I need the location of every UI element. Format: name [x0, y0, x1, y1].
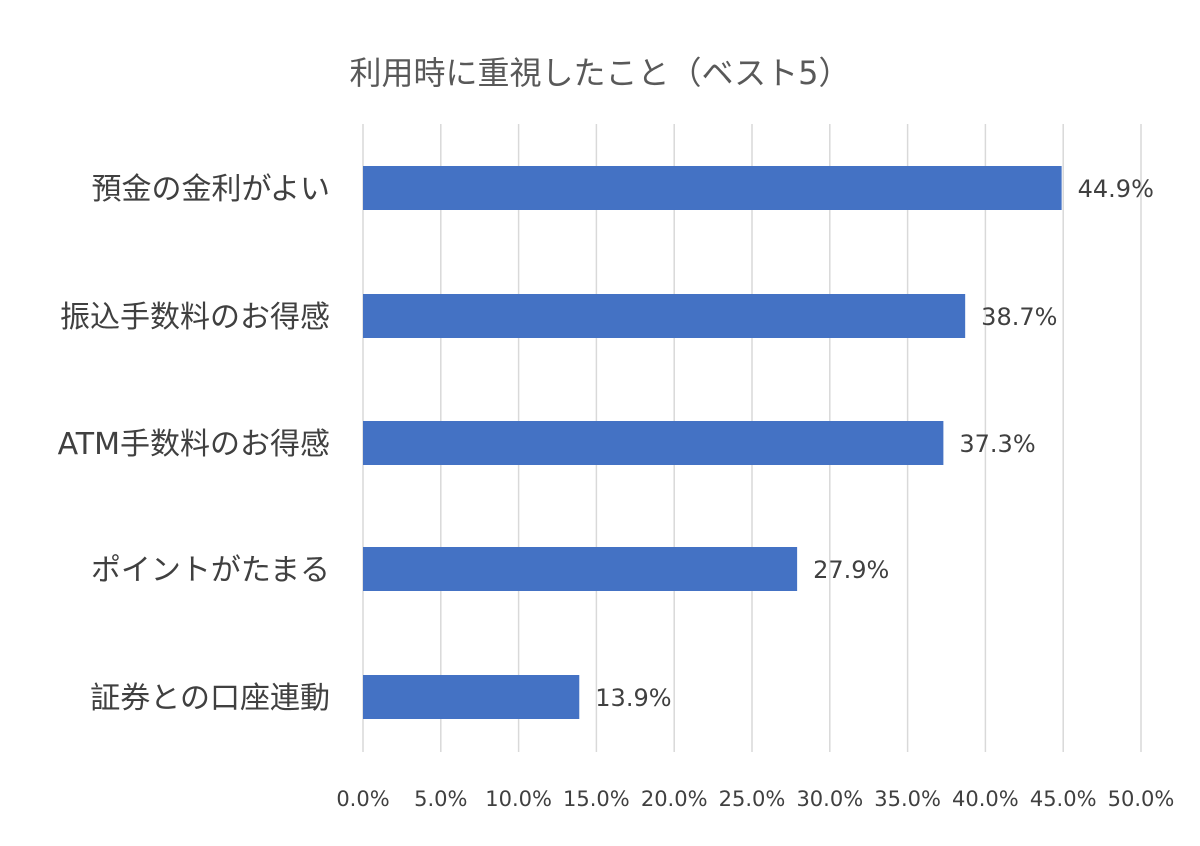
bar [363, 166, 1062, 210]
x-tick-label: 35.0% [874, 787, 941, 811]
x-tick-labels: 0.0% 5.0% 10.0% 15.0% 20.0% 25.0% 30.0% 35.0% 40… [336, 787, 1174, 811]
x-tick-label: 0.0% [336, 787, 389, 811]
x-tick-label: 10.0% [485, 787, 552, 811]
data-label: 13.9% [595, 684, 671, 712]
bar [363, 547, 798, 591]
x-tick-label: 20.0% [641, 787, 708, 811]
data-labels: 44.9% 38.7% 37.3% 27.9% 13.9% [595, 175, 1154, 712]
x-tick-label: 25.0% [719, 787, 786, 811]
x-tick-label: 5.0% [414, 787, 467, 811]
data-label: 44.9% [1078, 175, 1154, 203]
category-label: 証券との口座連動 [90, 681, 330, 716]
bar [363, 294, 966, 338]
x-tick-label: 15.0% [563, 787, 630, 811]
category-label: ATM手数料のお得感 [58, 427, 330, 462]
data-label: 37.3% [959, 430, 1035, 458]
bars [363, 166, 1062, 719]
category-label: 振込手数料のお得感 [60, 300, 330, 335]
data-label: 38.7% [981, 303, 1057, 331]
x-tick-label: 30.0% [796, 787, 863, 811]
data-label: 27.9% [813, 556, 889, 584]
bar [363, 421, 944, 465]
bar [363, 675, 580, 719]
x-tick-label: 50.0% [1108, 787, 1175, 811]
category-label: ポイントがたまる [91, 553, 330, 588]
category-label: 預金の金利がよい [92, 172, 331, 207]
chart-title: 利用時に重視したこと（ベスト5） [349, 54, 851, 92]
x-tick-label: 40.0% [952, 787, 1019, 811]
x-tick-label: 45.0% [1030, 787, 1097, 811]
